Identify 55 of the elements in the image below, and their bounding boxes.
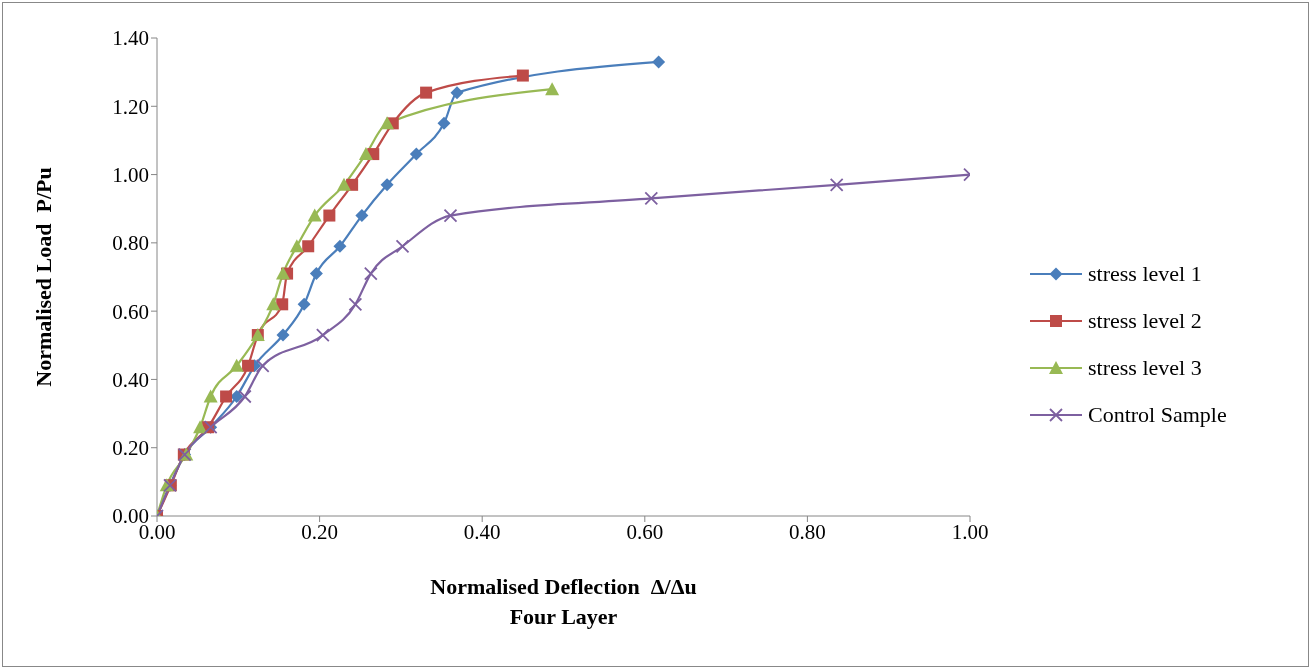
- legend-label: stress level 1: [1088, 260, 1202, 287]
- point: [242, 359, 255, 372]
- point: [255, 358, 270, 373]
- point: [355, 209, 369, 223]
- point: [443, 208, 458, 223]
- point: [336, 177, 351, 191]
- point: [237, 389, 252, 404]
- point: [302, 240, 315, 253]
- y-tick-label: 0.20: [112, 436, 149, 461]
- y-tick-label: 0.60: [112, 299, 149, 324]
- point: [437, 116, 451, 130]
- point: [380, 116, 395, 130]
- y-tick-label: 1.20: [112, 94, 149, 119]
- point: [276, 266, 291, 280]
- point: [193, 420, 208, 434]
- point: [297, 297, 311, 311]
- point: [323, 209, 336, 222]
- y-tick-label: 0.80: [112, 231, 149, 256]
- y-tick-label: 1.40: [112, 26, 149, 51]
- x-axis-title: Normalised Deflection Δ/Δu Four Layer: [429, 573, 698, 631]
- x-tick-label: 0.40: [463, 519, 501, 544]
- point: [380, 178, 394, 192]
- y-tick-label: 1.00: [112, 163, 149, 188]
- point: [289, 239, 304, 253]
- legend-label: stress level 3: [1088, 354, 1202, 381]
- point: [395, 239, 410, 254]
- point: [644, 191, 659, 206]
- point: [333, 239, 347, 253]
- point: [276, 328, 290, 342]
- point: [266, 297, 281, 311]
- legend-label: Control Sample: [1088, 401, 1227, 428]
- point: [652, 55, 666, 69]
- point: [309, 267, 323, 281]
- point: [516, 69, 529, 82]
- point: [358, 147, 373, 161]
- y-axis-title: Normalised Load P/Pu: [31, 167, 57, 387]
- point: [363, 266, 378, 281]
- point: [409, 147, 423, 161]
- legend-label: stress level 2: [1088, 307, 1202, 334]
- point: [307, 208, 322, 222]
- point: [315, 328, 330, 342]
- x-tick-label: 1.00: [951, 519, 989, 544]
- point: [545, 82, 560, 96]
- point: [229, 358, 244, 372]
- point: [220, 390, 233, 403]
- point: [348, 297, 363, 312]
- point: [450, 86, 464, 100]
- point: [230, 390, 244, 403]
- point: [829, 177, 844, 192]
- point: [420, 86, 433, 99]
- x-tick-label: 0.80: [789, 519, 826, 544]
- x-tick-label: 0.60: [626, 519, 664, 544]
- point: [203, 389, 218, 403]
- x-tick-label: 0.20: [301, 519, 338, 544]
- y-tick-label: 0.40: [112, 367, 149, 392]
